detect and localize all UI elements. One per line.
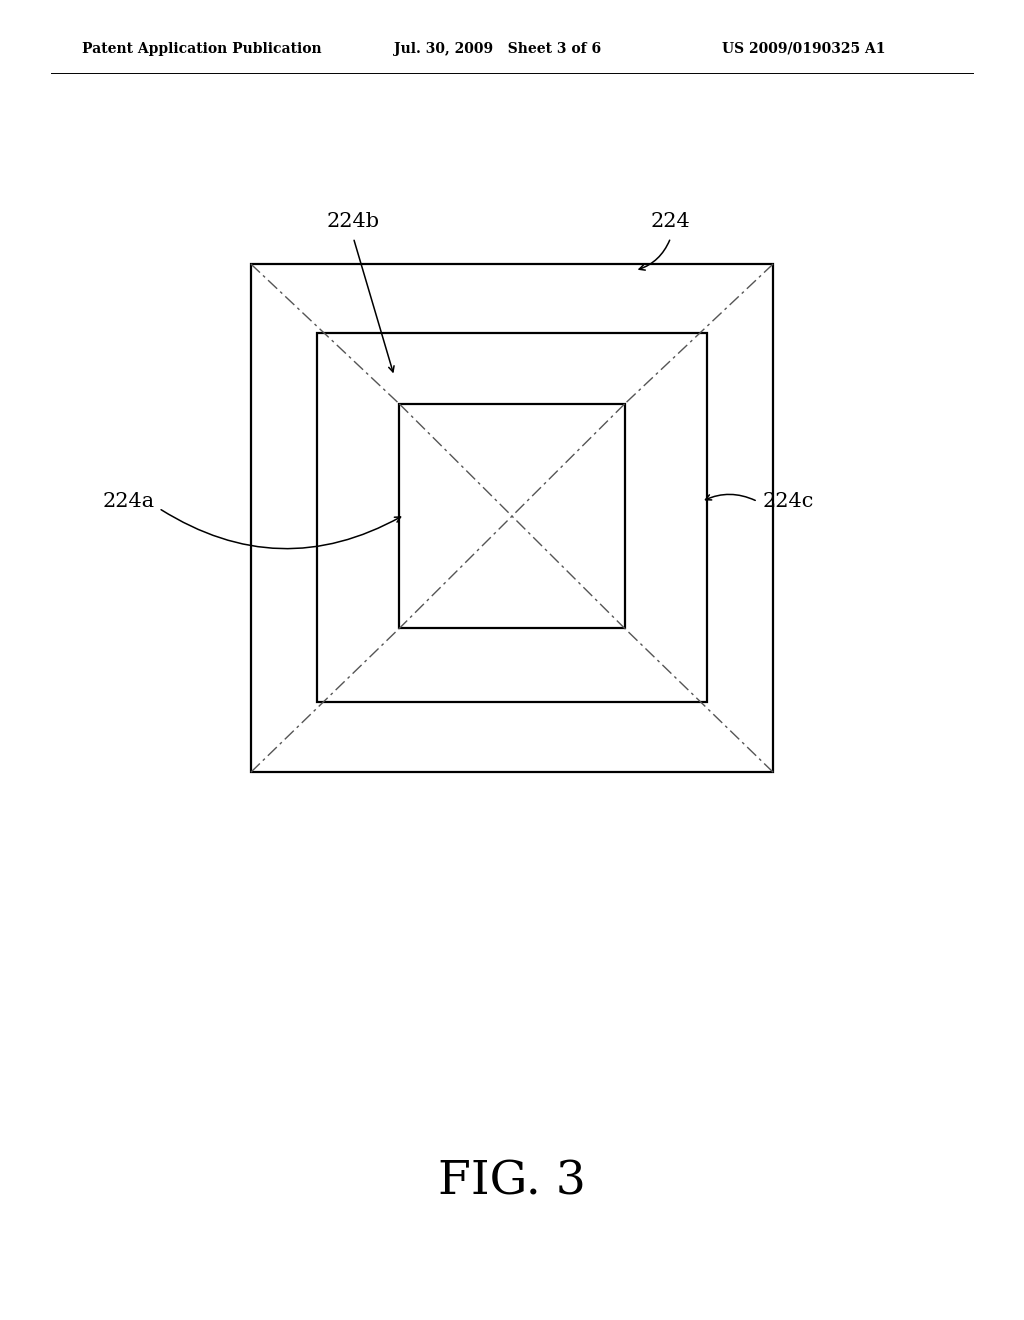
Bar bbox=[251, 264, 773, 772]
Text: US 2009/0190325 A1: US 2009/0190325 A1 bbox=[722, 42, 886, 55]
Text: 224c: 224c bbox=[763, 492, 814, 511]
Text: 224a: 224a bbox=[102, 492, 155, 511]
Text: Patent Application Publication: Patent Application Publication bbox=[82, 42, 322, 55]
Text: 224b: 224b bbox=[327, 213, 380, 231]
Text: 224: 224 bbox=[651, 213, 690, 231]
Bar bbox=[317, 333, 707, 702]
Text: FIG. 3: FIG. 3 bbox=[438, 1159, 586, 1204]
Text: Jul. 30, 2009   Sheet 3 of 6: Jul. 30, 2009 Sheet 3 of 6 bbox=[394, 42, 601, 55]
Bar bbox=[399, 404, 625, 628]
